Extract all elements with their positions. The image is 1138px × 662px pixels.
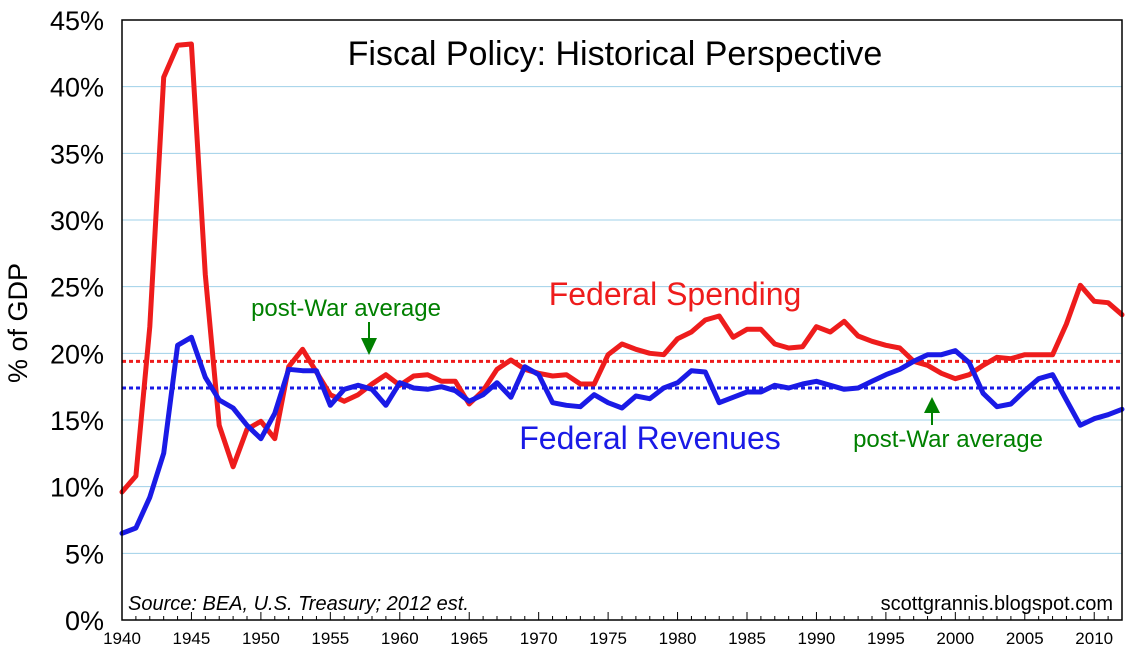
x-tick-label: 1960 [381, 629, 419, 648]
x-tick-label: 1990 [798, 629, 836, 648]
y-tick-label: 35% [50, 139, 104, 169]
y-tick-label: 0% [65, 606, 104, 636]
x-tick-label: 1970 [520, 629, 558, 648]
series-layer [119, 41, 1125, 536]
y-tick-label: 40% [50, 73, 104, 103]
chart-title: Fiscal Policy: Historical Perspective [348, 35, 883, 73]
federal-spending-line [119, 41, 1125, 495]
source-note: Source: BEA, U.S. Treasury; 2012 est. [128, 593, 469, 615]
arrow-up-icon [924, 397, 940, 425]
federal-revenues-line [119, 334, 1125, 536]
federal-spending-label: Federal Spending [549, 276, 802, 312]
y-tick-label: 10% [50, 473, 104, 503]
x-tick-labels: 1940 1945 1950 1955 1960 1965 1970 1975 1980 1985… [103, 612, 1123, 648]
average-lines-layer [122, 359, 1122, 390]
x-tick-label: 2005 [1006, 629, 1044, 648]
x-tick-label: 1940 [103, 629, 141, 648]
y-tick-label: 20% [50, 339, 104, 369]
x-tick-label: 2000 [936, 629, 974, 648]
x-tick-label: 1980 [659, 629, 697, 648]
y-axis-label: % of GDP [3, 263, 33, 383]
y-tick-label: 25% [50, 273, 104, 303]
grid-layer [122, 86, 1122, 554]
y-tick-label: 45% [50, 6, 104, 36]
x-tick-label: 1950 [242, 629, 280, 648]
y-tick-label: 5% [65, 539, 104, 569]
y-tick-labels: 0% 5% 10% 15% 20% 25% 30% 35% 40% 45% [50, 6, 104, 636]
federal-revenues-label: Federal Revenues [519, 420, 780, 456]
x-tick-label: 1965 [450, 629, 488, 648]
postwar-average-annotation-bottom: post-War average [853, 426, 1043, 453]
x-tick-label: 1975 [589, 629, 627, 648]
x-tick-label: 1995 [867, 629, 905, 648]
x-tick-label: 2010 [1075, 629, 1113, 648]
arrow-down-icon [361, 322, 377, 355]
x-tick-label: 1985 [728, 629, 766, 648]
y-tick-label: 30% [50, 206, 104, 236]
x-tick-label: 1945 [173, 629, 211, 648]
y-tick-label: 15% [50, 406, 104, 436]
credit-text: scottgrannis.blogspot.com [881, 593, 1113, 615]
x-tick-label: 1955 [311, 629, 349, 648]
postwar-average-annotation-top: post-War average [251, 295, 441, 322]
